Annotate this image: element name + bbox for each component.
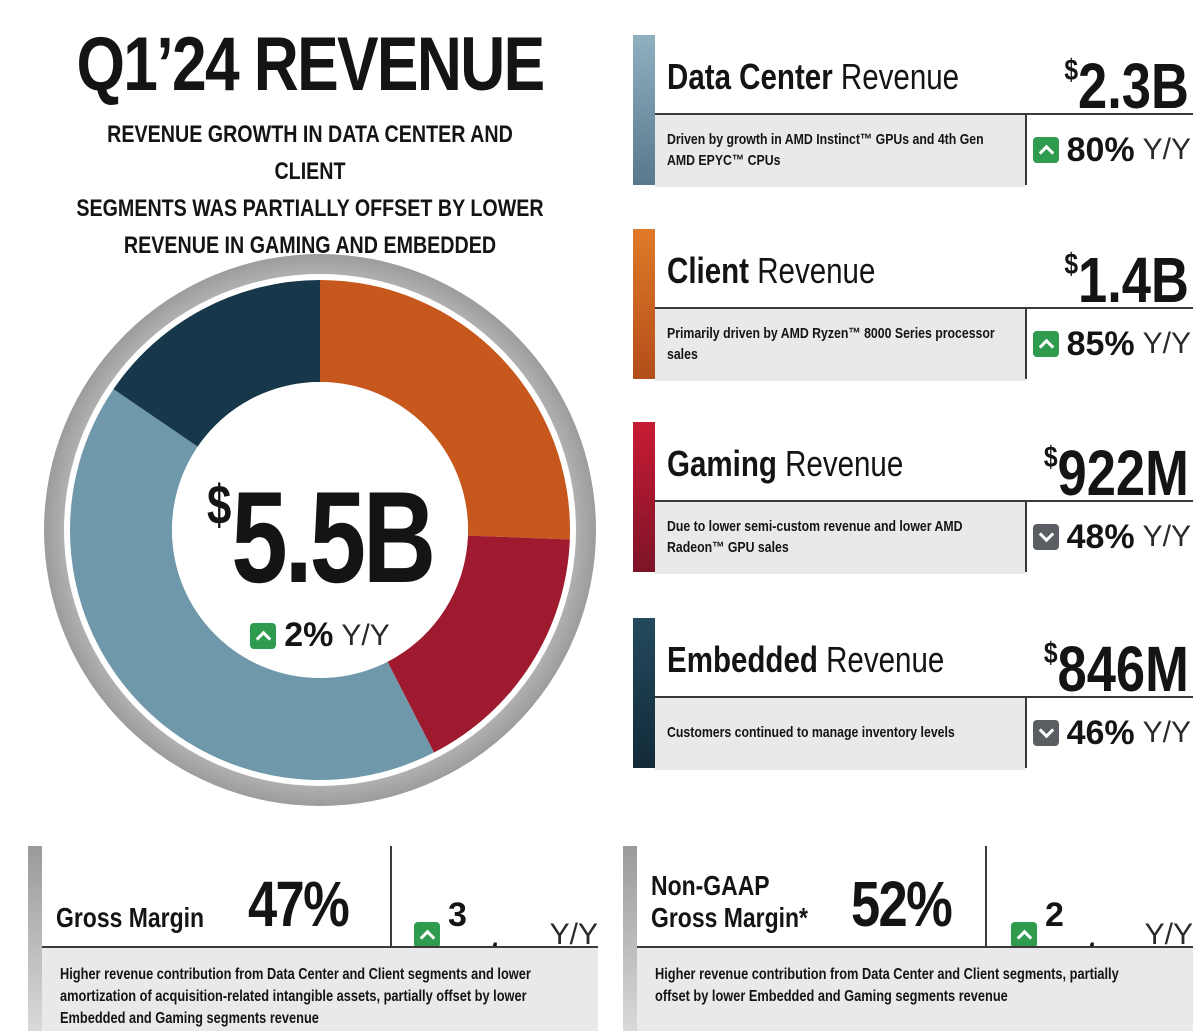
segment-amount-value: 846M (1057, 633, 1189, 705)
down-arrow-icon (1032, 720, 1059, 746)
segment-color-bar (633, 422, 655, 572)
segment-amount: $922M (1044, 422, 1189, 509)
donut-slice-data-center (69, 389, 434, 780)
segment-name: Embedded (667, 639, 818, 680)
up-arrow-icon (1032, 331, 1059, 357)
margin-note-box: Higher revenue contribution from Data Ce… (637, 948, 1193, 1031)
total-revenue-value: $5.5B (195, 440, 445, 602)
donut-slice-embedded (113, 280, 320, 447)
segment-name-suffix: Revenue (826, 639, 945, 680)
segment-color-bar (633, 229, 655, 379)
page-subtitle: REVENUE GROWTH IN DATA CENTER AND CLIENT… (76, 121, 544, 296)
margin-change-label: Y/Y (549, 918, 598, 951)
revenue-donut-chart: $5.5B 2% Y/Y (40, 250, 600, 810)
segment-currency: $ (1064, 248, 1079, 281)
segment-title: Gaming Revenue (667, 442, 903, 486)
margin-note: Higher revenue contribution from Data Ce… (655, 966, 1119, 1005)
segment-change: 85% Y/Y (1025, 307, 1193, 379)
segment-description: Driven by growth in AMD Instinct™ GPUs a… (667, 131, 984, 169)
segment-amount-value: 922M (1057, 437, 1189, 509)
segment-card-gaming: Gaming Revenue $922M Due to lower semi-c… (633, 422, 1193, 574)
segment-amount: $846M (1044, 618, 1189, 705)
down-arrow-icon (1032, 524, 1059, 550)
segment-card-embedded: Embedded Revenue $846M Customers continu… (633, 618, 1193, 770)
segment-change-label: Y/Y (1142, 520, 1191, 553)
segment-title: Embedded Revenue (667, 638, 944, 682)
panel-divider-horizontal (42, 946, 598, 948)
panel-accent-bar (28, 846, 42, 1031)
total-change: 2% Y/Y (160, 616, 480, 655)
segment-color-bar (633, 35, 655, 185)
donut-svg (44, 254, 596, 806)
segment-title: Client Revenue (667, 249, 875, 293)
segment-currency: $ (1044, 637, 1058, 670)
segment-change: 80% Y/Y (1025, 113, 1193, 185)
up-arrow-icon (1011, 922, 1037, 948)
margin-label: Non-GAAP Gross Margin* (651, 870, 808, 933)
segment-change-label: Y/Y (1142, 327, 1191, 360)
segment-change-label: Y/Y (1142, 133, 1191, 166)
margin-label: Gross Margin (56, 902, 204, 933)
segment-amount: $2.3B (1064, 35, 1189, 122)
total-amount: 5.5B (231, 464, 436, 610)
page-title: Q1’24 REVENUE (76, 22, 545, 107)
donut-slices (69, 280, 570, 780)
donut-hole (172, 382, 468, 678)
segment-amount-value: 1.4B (1078, 244, 1189, 316)
segment-card-data-center: Data Center Revenue $2.3B Driven by grow… (633, 35, 1193, 187)
segment-change: 46% Y/Y (1025, 696, 1193, 768)
segment-amount-value: 2.3B (1078, 50, 1189, 122)
segment-change-pct: 85% (1066, 324, 1135, 363)
segment-color-bar (633, 618, 655, 768)
segment-name-suffix: Revenue (785, 443, 904, 484)
segment-name: Client (667, 250, 750, 291)
segment-title: Data Center Revenue (667, 55, 959, 99)
segment-change: 48% Y/Y (1025, 500, 1193, 572)
segment-card-client: Client Revenue $1.4B Primarily driven by… (633, 229, 1193, 381)
segment-currency: $ (1044, 441, 1058, 474)
margin-value: 47% (248, 868, 350, 940)
panel-divider (390, 846, 392, 946)
panel-divider (985, 846, 987, 946)
segment-amount: $1.4B (1064, 229, 1189, 316)
total-change-label: Y/Y (341, 618, 390, 652)
segment-name: Gaming (667, 443, 777, 484)
segment-description-box: Due to lower semi-custom revenue and low… (655, 500, 1025, 574)
panel-divider-horizontal (637, 946, 1193, 948)
segment-description: Primarily driven by AMD Ryzen™ 8000 Seri… (667, 325, 995, 363)
headline: Q1’24 REVENUE REVENUE GROWTH IN DATA CEN… (20, 22, 600, 301)
margin-note: Higher revenue contribution from Data Ce… (60, 966, 531, 1027)
segment-currency: $ (1064, 54, 1079, 87)
segment-description: Due to lower semi-custom revenue and low… (667, 518, 963, 556)
gross-margin-panel: Gross Margin 47% 3 ppts Y/Y Higher reven… (28, 846, 598, 1031)
segment-change-pct: 46% (1066, 713, 1135, 752)
margin-note-box: Higher revenue contribution from Data Ce… (42, 948, 598, 1031)
total-change-pct: 2% (284, 616, 334, 654)
segment-name-suffix: Revenue (757, 250, 876, 291)
segment-name-suffix: Revenue (840, 56, 960, 97)
segment-description-box: Customers continued to manage inventory … (655, 696, 1025, 770)
up-arrow-icon (414, 922, 440, 948)
segment-change-pct: 48% (1066, 517, 1135, 556)
margin-value: 52% (851, 868, 953, 940)
segment-change-pct: 80% (1066, 130, 1135, 169)
panel-accent-bar (623, 846, 637, 1031)
total-currency: $ (206, 473, 231, 536)
donut-slice-gaming (387, 535, 570, 753)
segment-name: Data Center (667, 56, 833, 97)
segment-description-box: Primarily driven by AMD Ryzen™ 8000 Seri… (655, 307, 1025, 381)
margin-change-label: Y/Y (1144, 918, 1193, 951)
non-gaap-gross-margin-panel: Non-GAAP Gross Margin* 52% 2 ppts Y/Y Hi… (623, 846, 1193, 1031)
total-revenue: $5.5B 2% Y/Y (160, 440, 480, 655)
up-arrow-icon (1032, 137, 1059, 163)
segment-description-box: Driven by growth in AMD Instinct™ GPUs a… (655, 113, 1025, 187)
segment-description: Customers continued to manage inventory … (667, 724, 955, 741)
donut-slice-client (320, 280, 570, 540)
up-arrow-icon (250, 622, 277, 649)
segment-change-label: Y/Y (1142, 716, 1191, 749)
